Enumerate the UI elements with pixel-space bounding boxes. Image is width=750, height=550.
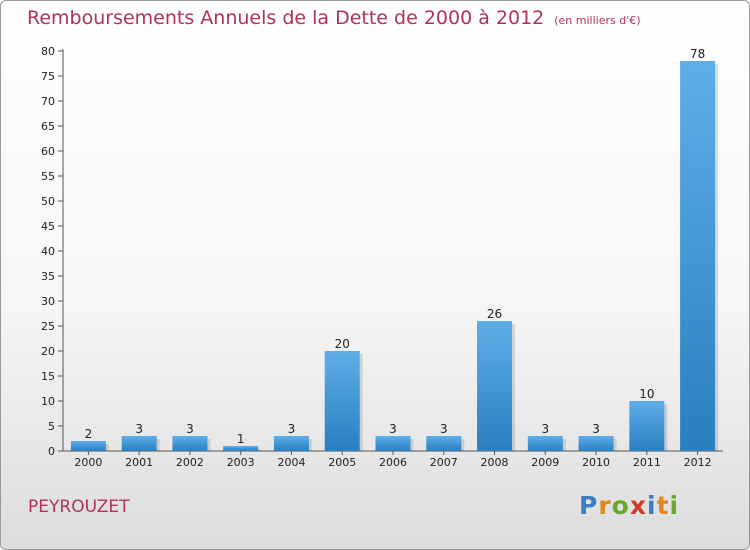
bar-2007 bbox=[426, 436, 462, 451]
x-tick-label: 2005 bbox=[328, 456, 356, 469]
x-tick-label: 2012 bbox=[684, 456, 712, 469]
bars: 2 3 3 1 3 20 3 3 26 3 3 10 78 bbox=[70, 47, 719, 451]
chart-title: Remboursements Annuels de la Dette de 20… bbox=[27, 7, 641, 29]
y-tick-label: 55 bbox=[41, 170, 55, 183]
x-tick-label: 2011 bbox=[633, 456, 661, 469]
x-tick-label: 2009 bbox=[531, 456, 559, 469]
commune-name: PEYROUZET bbox=[28, 497, 130, 517]
x-tick-label: 2008 bbox=[481, 456, 509, 469]
data-label: 3 bbox=[541, 422, 549, 436]
y-tick-label: 65 bbox=[41, 120, 55, 133]
y-tick-label: 25 bbox=[41, 320, 55, 333]
x-tick-label: 2007 bbox=[430, 456, 458, 469]
y-tick-label: 35 bbox=[41, 270, 55, 283]
bar-2008 bbox=[477, 321, 513, 451]
bar-2000 bbox=[70, 441, 106, 451]
y-tick-label: 80 bbox=[41, 45, 55, 58]
logo-letter: t bbox=[656, 491, 670, 520]
bar-2004 bbox=[273, 436, 309, 451]
chart-unit: (en milliers d'€) bbox=[554, 14, 641, 27]
x-tick-label: 2002 bbox=[176, 456, 204, 469]
y-tick-label: 20 bbox=[41, 345, 55, 358]
x-tick-label: 2001 bbox=[125, 456, 153, 469]
x-tick-label: 2004 bbox=[277, 456, 305, 469]
logo-letter: o bbox=[611, 491, 630, 520]
bar-2006 bbox=[375, 436, 411, 451]
data-label: 1 bbox=[237, 432, 245, 446]
bar-2003 bbox=[223, 446, 259, 451]
x-tick-label: 2000 bbox=[74, 456, 102, 469]
bar-2002 bbox=[172, 436, 208, 451]
logo-letter: P bbox=[579, 491, 599, 520]
y-tick-label: 30 bbox=[41, 295, 55, 308]
logo-letter: x bbox=[629, 491, 647, 520]
y-tick-label: 40 bbox=[41, 245, 55, 258]
bar-2011 bbox=[629, 401, 665, 451]
x-tick-label: 2006 bbox=[379, 456, 407, 469]
x-tick-label: 2010 bbox=[582, 456, 610, 469]
logo-letter: i bbox=[669, 491, 680, 520]
y-tick-label: 50 bbox=[41, 195, 55, 208]
data-label: 78 bbox=[690, 47, 705, 61]
data-label: 3 bbox=[592, 422, 600, 436]
y-tick-label: 5 bbox=[48, 420, 55, 433]
data-label: 20 bbox=[335, 337, 350, 351]
logo-letter: r bbox=[598, 491, 612, 520]
x-tick-label: 2003 bbox=[227, 456, 255, 469]
axes: 0 5 10 15 20 25 30 35 40 45 50 55 60 65 70 75 80 2000 2001… bbox=[41, 45, 723, 469]
y-tick-label: 60 bbox=[41, 145, 55, 158]
chart-title-text: Remboursements Annuels de la Dette de 20… bbox=[27, 7, 545, 29]
y-tick-label: 70 bbox=[41, 95, 55, 108]
data-label: 3 bbox=[440, 422, 448, 436]
data-label: 3 bbox=[288, 422, 296, 436]
bar-2009 bbox=[527, 436, 563, 451]
proxiti-logo: Proxiti bbox=[579, 491, 679, 520]
y-tick-label: 0 bbox=[48, 445, 55, 458]
data-label: 10 bbox=[639, 387, 654, 401]
y-tick-label: 10 bbox=[41, 395, 55, 408]
bar-2012 bbox=[680, 61, 716, 451]
data-label: 2 bbox=[85, 427, 93, 441]
bar-2005 bbox=[324, 351, 360, 451]
data-label: 3 bbox=[389, 422, 397, 436]
data-label: 3 bbox=[186, 422, 194, 436]
y-tick-label: 45 bbox=[41, 220, 55, 233]
bar-2001 bbox=[121, 436, 157, 451]
y-tick-label: 15 bbox=[41, 370, 55, 383]
data-label: 26 bbox=[487, 307, 502, 321]
logo-letter: i bbox=[647, 491, 657, 520]
bar-2010 bbox=[578, 436, 614, 451]
y-tick-label: 75 bbox=[41, 70, 55, 83]
data-label: 3 bbox=[135, 422, 143, 436]
